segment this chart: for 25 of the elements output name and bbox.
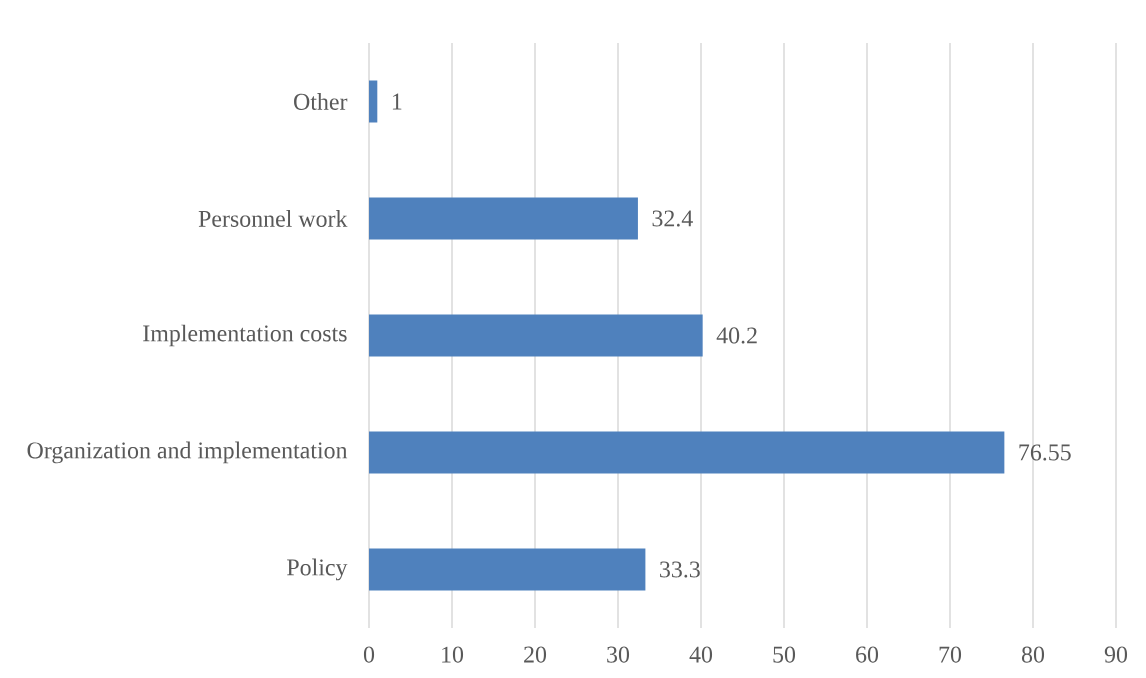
x-tick-label: 60: [856, 646, 879, 663]
data-label: 76.55: [1019, 444, 1071, 461]
bar: [369, 80, 378, 123]
data-label: 1: [392, 93, 402, 110]
x-tick-label: 50: [773, 646, 796, 663]
x-tick-label: 70: [939, 646, 962, 663]
data-label: 40.2: [716, 327, 757, 344]
y-tick-label: Implementation costs: [143, 324, 347, 347]
y-tick-label: Personnel work: [198, 210, 348, 227]
y-tick-label: Policy: [287, 558, 348, 581]
bar: [369, 314, 703, 357]
x-tick-label: 90: [1104, 646, 1128, 663]
x-tick-label: 40: [689, 646, 713, 663]
x-tick-label: 30: [607, 646, 630, 663]
x-tick-label: 20: [524, 646, 547, 663]
data-label: 32.4: [652, 210, 693, 227]
y-tick-label: Organization and implementation: [27, 441, 348, 464]
bar: [369, 197, 638, 240]
x-tick-label: 10: [442, 646, 464, 663]
data-label: 33.3: [660, 561, 700, 578]
x-tick-label: 0: [363, 646, 375, 663]
bar: [369, 548, 646, 591]
bar: [369, 431, 1005, 474]
x-tick-label: 80: [1021, 646, 1045, 663]
y-tick-label: Other: [294, 93, 348, 110]
